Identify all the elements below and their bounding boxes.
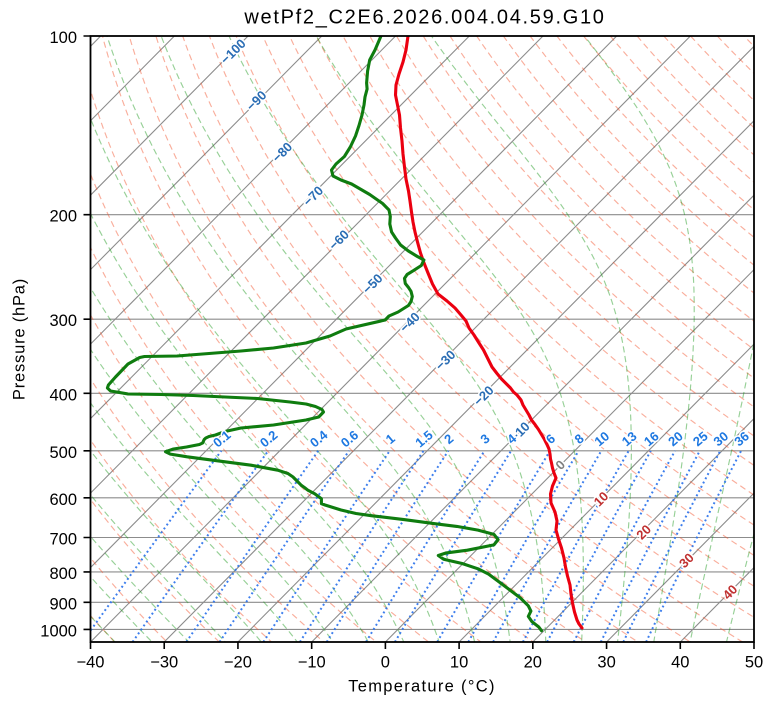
svg-text:−20: −20 [224, 654, 252, 672]
svg-text:Temperature (°C): Temperature (°C) [348, 678, 496, 696]
svg-text:500: 500 [49, 444, 77, 462]
svg-text:10: 10 [450, 654, 468, 672]
svg-text:Pressure (hPa): Pressure (hPa) [11, 278, 29, 400]
svg-text:−30: −30 [150, 654, 178, 672]
svg-text:1000: 1000 [40, 622, 77, 640]
svg-text:200: 200 [49, 208, 77, 226]
svg-text:0: 0 [381, 654, 390, 672]
svg-text:800: 800 [49, 565, 77, 583]
svg-text:−40: −40 [77, 654, 105, 672]
svg-text:40: 40 [671, 654, 689, 672]
svg-text:900: 900 [49, 595, 77, 613]
svg-text:50: 50 [745, 654, 763, 672]
svg-text:300: 300 [49, 312, 77, 330]
svg-text:700: 700 [49, 531, 77, 549]
svg-text:400: 400 [49, 386, 77, 404]
svg-text:100: 100 [49, 29, 77, 47]
svg-text:−10: −10 [298, 654, 326, 672]
svg-text:wetPf2_C2E6.2026.004.04.59.G10: wetPf2_C2E6.2026.004.04.59.G10 [243, 7, 605, 29]
svg-text:30: 30 [597, 654, 615, 672]
svg-text:600: 600 [49, 491, 77, 509]
svg-text:20: 20 [524, 654, 542, 672]
